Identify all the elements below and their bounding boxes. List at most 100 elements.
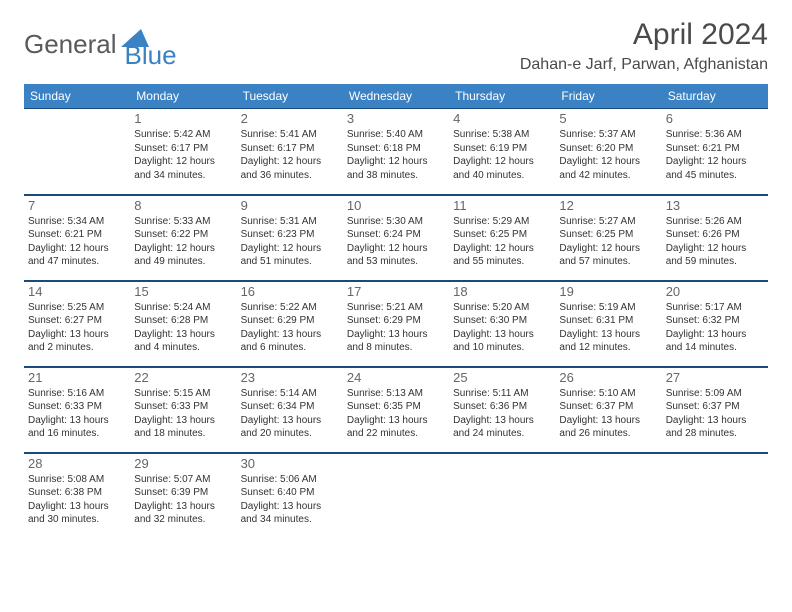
daylight-line: Daylight: 12 hours and 49 minutes. — [134, 242, 232, 269]
daylight-line: Daylight: 12 hours and 55 minutes. — [453, 242, 551, 269]
day-number: 23 — [241, 370, 339, 385]
sunrise-line: Sunrise: 5:36 AM — [666, 128, 764, 142]
daylight-line: Daylight: 13 hours and 8 minutes. — [347, 328, 445, 355]
day-number: 26 — [559, 370, 657, 385]
sunrise-line: Sunrise: 5:07 AM — [134, 473, 232, 487]
calendar-day-cell: 2Sunrise: 5:41 AMSunset: 6:17 PMDaylight… — [237, 109, 343, 195]
daylight-line: Daylight: 12 hours and 51 minutes. — [241, 242, 339, 269]
daylight-line: Daylight: 13 hours and 22 minutes. — [347, 414, 445, 441]
sunset-line: Sunset: 6:36 PM — [453, 400, 551, 414]
day-number: 28 — [28, 456, 126, 471]
sunrise-line: Sunrise: 5:34 AM — [28, 215, 126, 229]
daylight-line: Daylight: 12 hours and 57 minutes. — [559, 242, 657, 269]
day-number: 5 — [559, 111, 657, 126]
calendar-day-cell: 15Sunrise: 5:24 AMSunset: 6:28 PMDayligh… — [130, 281, 236, 367]
sunset-line: Sunset: 6:39 PM — [134, 486, 232, 500]
calendar-day-cell: 19Sunrise: 5:19 AMSunset: 6:31 PMDayligh… — [555, 281, 661, 367]
sunset-line: Sunset: 6:33 PM — [134, 400, 232, 414]
daylight-line: Daylight: 13 hours and 12 minutes. — [559, 328, 657, 355]
calendar-day-cell: 11Sunrise: 5:29 AMSunset: 6:25 PMDayligh… — [449, 195, 555, 281]
day-number: 14 — [28, 284, 126, 299]
calendar-empty-cell — [24, 109, 130, 195]
sunset-line: Sunset: 6:27 PM — [28, 314, 126, 328]
sunset-line: Sunset: 6:40 PM — [241, 486, 339, 500]
daylight-line: Daylight: 13 hours and 14 minutes. — [666, 328, 764, 355]
weekday-header: Wednesday — [343, 84, 449, 109]
calendar-week-row: 7Sunrise: 5:34 AMSunset: 6:21 PMDaylight… — [24, 195, 768, 281]
daylight-line: Daylight: 13 hours and 28 minutes. — [666, 414, 764, 441]
sunrise-line: Sunrise: 5:29 AM — [453, 215, 551, 229]
day-number: 22 — [134, 370, 232, 385]
sunrise-line: Sunrise: 5:22 AM — [241, 301, 339, 315]
calendar-empty-cell — [449, 453, 555, 539]
daylight-line: Daylight: 13 hours and 32 minutes. — [134, 500, 232, 527]
sunset-line: Sunset: 6:23 PM — [241, 228, 339, 242]
calendar-day-cell: 24Sunrise: 5:13 AMSunset: 6:35 PMDayligh… — [343, 367, 449, 453]
sunrise-line: Sunrise: 5:37 AM — [559, 128, 657, 142]
sunset-line: Sunset: 6:34 PM — [241, 400, 339, 414]
daylight-line: Daylight: 12 hours and 36 minutes. — [241, 155, 339, 182]
calendar-day-cell: 30Sunrise: 5:06 AMSunset: 6:40 PMDayligh… — [237, 453, 343, 539]
day-number: 2 — [241, 111, 339, 126]
calendar-day-cell: 13Sunrise: 5:26 AMSunset: 6:26 PMDayligh… — [662, 195, 768, 281]
sunset-line: Sunset: 6:29 PM — [347, 314, 445, 328]
daylight-line: Daylight: 12 hours and 45 minutes. — [666, 155, 764, 182]
calendar-day-cell: 25Sunrise: 5:11 AMSunset: 6:36 PMDayligh… — [449, 367, 555, 453]
sunrise-line: Sunrise: 5:10 AM — [559, 387, 657, 401]
weekday-header: Sunday — [24, 84, 130, 109]
calendar-day-cell: 9Sunrise: 5:31 AMSunset: 6:23 PMDaylight… — [237, 195, 343, 281]
daylight-line: Daylight: 12 hours and 38 minutes. — [347, 155, 445, 182]
weekday-header: Tuesday — [237, 84, 343, 109]
weekday-header: Monday — [130, 84, 236, 109]
sunrise-line: Sunrise: 5:31 AM — [241, 215, 339, 229]
daylight-line: Daylight: 12 hours and 47 minutes. — [28, 242, 126, 269]
logo-text-general: General — [24, 29, 117, 60]
day-number: 29 — [134, 456, 232, 471]
calendar-day-cell: 16Sunrise: 5:22 AMSunset: 6:29 PMDayligh… — [237, 281, 343, 367]
calendar-day-cell: 26 Sunrise: 5:10 AMSunset: 6:37 PMDayligh… — [555, 367, 661, 453]
day-number: 7 — [28, 198, 126, 213]
calendar-day-cell: 3Sunrise: 5:40 AMSunset: 6:18 PMDaylight… — [343, 109, 449, 195]
sunrise-line: Sunrise: 5:19 AM — [559, 301, 657, 315]
day-number: 17 — [347, 284, 445, 299]
daylight-line: Daylight: 12 hours and 59 minutes. — [666, 242, 764, 269]
calendar-empty-cell — [555, 453, 661, 539]
logo-text-blue: Blue — [125, 40, 177, 71]
calendar-day-cell: 1Sunrise: 5:42 AMSunset: 6:17 PMDaylight… — [130, 109, 236, 195]
daylight-line: Daylight: 13 hours and 4 minutes. — [134, 328, 232, 355]
day-number: 11 — [453, 198, 551, 213]
day-number: 30 — [241, 456, 339, 471]
calendar-week-row: 21Sunrise: 5:16 AMSunset: 6:33 PMDayligh… — [24, 367, 768, 453]
sunrise-line: Sunrise: 5:25 AM — [28, 301, 126, 315]
day-number: 25 — [453, 370, 551, 385]
calendar-day-cell: 7Sunrise: 5:34 AMSunset: 6:21 PMDaylight… — [24, 195, 130, 281]
sunset-line: Sunset: 6:38 PM — [28, 486, 126, 500]
day-number: 10 — [347, 198, 445, 213]
sunrise-line: Sunrise: 5:14 AM — [241, 387, 339, 401]
daylight-line: Daylight: 13 hours and 20 minutes. — [241, 414, 339, 441]
sunset-line: Sunset: 6:37 PM — [666, 400, 764, 414]
sunset-line: Sunset: 6:20 PM — [559, 142, 657, 156]
day-number: 1 — [134, 111, 232, 126]
calendar-day-cell: 27 Sunrise: 5:09 AMSunset: 6:37 PMDayligh… — [662, 367, 768, 453]
sunrise-line: Sunrise: 5:11 AM — [453, 387, 551, 401]
sunrise-line: Sunrise: 5:16 AM — [28, 387, 126, 401]
calendar-day-cell: 18Sunrise: 5:20 AMSunset: 6:30 PMDayligh… — [449, 281, 555, 367]
sunrise-line: Sunrise: 5:24 AM — [134, 301, 232, 315]
calendar-body: 1Sunrise: 5:42 AMSunset: 6:17 PMDaylight… — [24, 109, 768, 539]
sunrise-line: Sunrise: 5:40 AM — [347, 128, 445, 142]
daylight-line: Daylight: 12 hours and 34 minutes. — [134, 155, 232, 182]
sunrise-line: Sunrise: 5:41 AM — [241, 128, 339, 142]
day-number: 8 — [134, 198, 232, 213]
weekday-header: Thursday — [449, 84, 555, 109]
sunset-line: Sunset: 6:17 PM — [134, 142, 232, 156]
month-title: April 2024 — [520, 18, 768, 52]
sunset-line: Sunset: 6:37 PM — [559, 400, 657, 414]
sunset-line: Sunset: 6:35 PM — [347, 400, 445, 414]
calendar-day-cell: 17Sunrise: 5:21 AMSunset: 6:29 PMDayligh… — [343, 281, 449, 367]
day-number: 13 — [666, 198, 764, 213]
sunrise-line: Sunrise: 5:27 AM — [559, 215, 657, 229]
sunrise-line: Sunrise: 5:09 AM — [666, 387, 764, 401]
day-number: 27 — [666, 370, 764, 385]
daylight-line: Daylight: 13 hours and 26 minutes. — [559, 414, 657, 441]
